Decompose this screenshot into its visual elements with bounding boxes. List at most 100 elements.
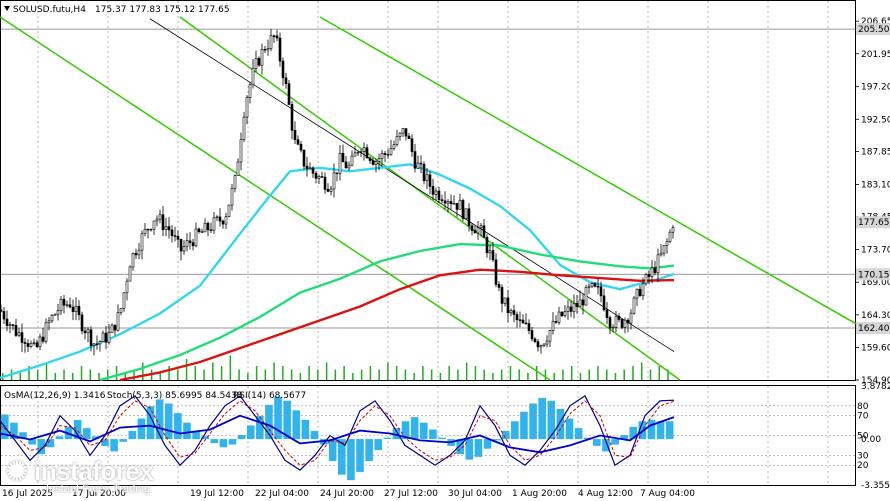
candle-body [2,311,6,320]
volume-bar [369,366,372,380]
candle-body [134,252,138,256]
osma-bar [210,439,219,444]
price-label: 162.40 [858,324,890,334]
candle-body [506,297,510,314]
candle-body [38,336,42,347]
candle-body [401,128,405,134]
volume-bar [465,362,468,380]
volume-bar [649,369,652,380]
ema-ema-fast [0,163,675,380]
candle-body [188,240,192,243]
volume-bar [360,369,363,380]
candle-body [194,228,198,247]
candle-body [242,116,246,140]
candle-body [53,313,57,316]
volume-bar [570,366,573,380]
candle-body [263,48,267,51]
candle-body [446,201,450,204]
candle-body [155,218,159,222]
candle-body [581,299,585,306]
candle-body [404,128,408,137]
candle-body [491,250,495,261]
candle-body [410,138,414,152]
y-tick-label: 164.30 [861,311,890,321]
candle-body [419,162,423,165]
candle-body [170,229,174,236]
candle-body [44,322,48,342]
candle-body [560,311,564,317]
candle-body [497,284,501,288]
candle-body [488,250,492,254]
osma-bar [392,428,401,440]
volume-bar [115,366,118,380]
candle-body [590,283,594,287]
candle-body [662,245,666,254]
candle-body [278,37,282,62]
candle-body [212,217,216,231]
volume-bar [247,373,249,380]
candle-body [68,304,72,308]
candle-body [308,167,312,170]
volume-bar [203,369,205,380]
osma-bar [246,425,255,440]
candle-body [47,320,51,324]
candle-body [425,174,429,181]
osma-tick-label: 3.8782 [861,382,890,392]
volume-bar [220,366,223,380]
volume-bar [492,373,494,380]
price-axis: 206.65201.95197.20192.50187.85183.10178.… [855,17,890,386]
candle-body [332,172,336,190]
volume-bar [159,373,162,380]
rsi-label: RSI(14) 68.5677 [233,391,306,401]
volume-bar [45,362,48,380]
candle-body [608,317,612,329]
y-tick-label: 173.70 [861,246,890,256]
candle-body [266,48,270,51]
candle-body [203,222,207,233]
candle-body [416,162,420,169]
candle-body [0,309,3,312]
symbol-label: SOLUSD.futu,H4 [13,5,86,15]
x-tick-label: 22 Jul 04:00 [255,489,309,499]
candle-body [638,288,642,297]
candle-body [290,104,294,131]
osma-bar [538,398,546,440]
price-label: 170.15 [858,270,890,280]
candle-body [524,322,528,325]
osma-bar [110,439,118,452]
volume-bar [667,369,669,380]
candle-body [248,84,252,98]
ohlc-values: 175.37 177.83 175.12 177.65 [95,5,230,15]
candle-body [281,60,285,79]
volume-bar [605,369,608,380]
instaforex-logo: ✺ instaforex Instant Forex Trading [6,456,154,495]
candle-body [389,148,393,155]
osma-bar [656,421,665,440]
y-tick-label: 187.85 [861,148,890,158]
osma-bar [574,428,583,440]
candle-body [377,158,381,162]
stoch-tick-label: 80 [857,402,869,412]
candle-body [107,332,111,343]
candle-body [605,309,609,318]
volume-bar [500,369,503,380]
candle-body [206,222,210,231]
osma-bar [419,422,428,440]
candle-body [494,259,498,285]
candle-body [671,227,675,233]
osma-bar [465,439,474,460]
logo-tagline: Instant Forex Trading [46,483,150,495]
x-tick-label: 7 Aug 04:00 [640,489,695,499]
candle-body [233,175,237,189]
candle-body [383,153,387,155]
candle-body [653,267,657,274]
osma-bar [101,439,109,446]
price-label: 205.50 [858,25,890,35]
candle-body [14,325,18,336]
candle-body [533,338,537,342]
candle-body [26,343,30,347]
volume-bar [352,373,354,380]
osma-bar [529,403,537,440]
